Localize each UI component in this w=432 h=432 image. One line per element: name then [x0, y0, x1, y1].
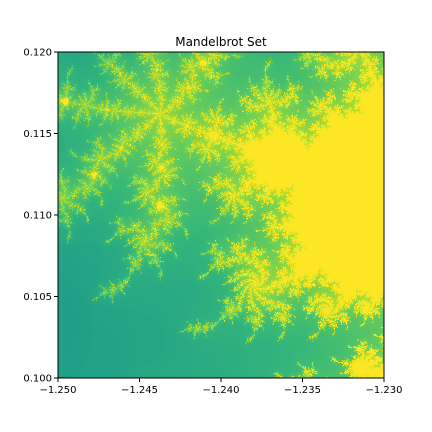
x-tick-label: −1.250	[39, 385, 76, 396]
x-tick-label: −1.230	[365, 385, 402, 396]
y-tick-label: 0.110	[23, 211, 52, 222]
plot-frame	[57, 51, 385, 379]
y-axis: 0.100 0.105 0.110 0.115 0.120	[23, 48, 58, 385]
x-tick-label: −1.240	[202, 385, 239, 396]
mandelbrot-heatmap	[58, 52, 384, 378]
y-tick-label: 0.105	[23, 292, 52, 303]
y-tick-label: 0.100	[23, 374, 52, 385]
x-tick-label: −1.245	[121, 385, 158, 396]
y-tick-label: 0.120	[23, 48, 52, 59]
x-axis: −1.250 −1.245 −1.240 −1.235 −1.230	[39, 378, 403, 396]
y-tick-label: 0.115	[23, 129, 52, 140]
chart-title: Mandelbrot Set	[175, 35, 267, 49]
x-tick-label: −1.235	[284, 385, 321, 396]
